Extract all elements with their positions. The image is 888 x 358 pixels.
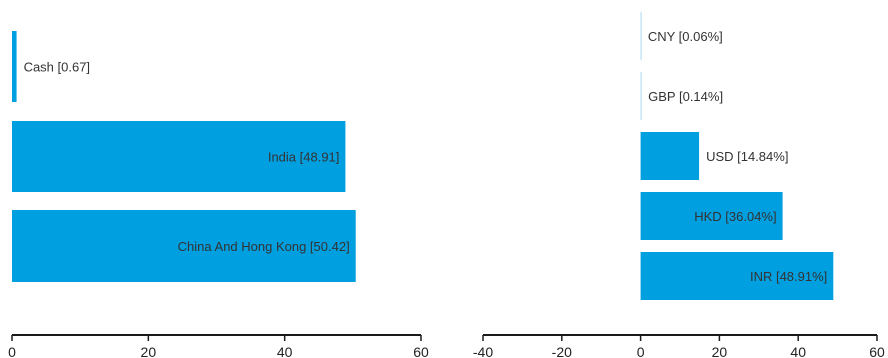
region-tick-label: 0 — [8, 344, 16, 358]
currency-bar — [640, 72, 642, 120]
region-bar-label: China And Hong Kong [50.42] — [178, 239, 350, 254]
currency-tick-label: -40 — [473, 344, 493, 358]
currency-bar — [640, 252, 834, 300]
currency-bar-label: USD [14.84%] — [706, 149, 788, 164]
currency-tick-label: 60 — [869, 344, 885, 358]
currency-tick-label: 20 — [712, 344, 728, 358]
currency-bar — [640, 12, 642, 60]
currency-allocation-chart: -40 -20 0 20 40 60 CNY [0.06%] GBP [0.14%] USD [… — [473, 12, 885, 358]
currency-bar — [640, 132, 700, 180]
currency-bar-label: HKD [36.04%] — [694, 209, 776, 224]
currency-tick-label: -20 — [552, 344, 572, 358]
region-bar — [12, 31, 17, 102]
currency-bar-label: GBP [0.14%] — [648, 89, 723, 104]
region-bar-label: Cash [0.67] — [24, 60, 91, 75]
currency-tick-label: 0 — [637, 344, 645, 358]
region-tick-label: 20 — [141, 344, 157, 358]
region-bar — [12, 121, 346, 192]
region-bar — [12, 210, 356, 282]
currency-bar — [640, 192, 783, 240]
region-tick-label: 60 — [413, 344, 429, 358]
region-tick-label: 40 — [277, 344, 293, 358]
currency-bar-label: INR [48.91%] — [750, 269, 827, 284]
currency-bar-label: CNY [0.06%] — [648, 29, 723, 44]
region-allocation-chart: 0 20 40 60 Cash [0.67] India [48.91] China And… — [8, 31, 429, 358]
currency-tick-label: 40 — [790, 344, 806, 358]
region-bar-label: India [48.91] — [268, 150, 340, 165]
